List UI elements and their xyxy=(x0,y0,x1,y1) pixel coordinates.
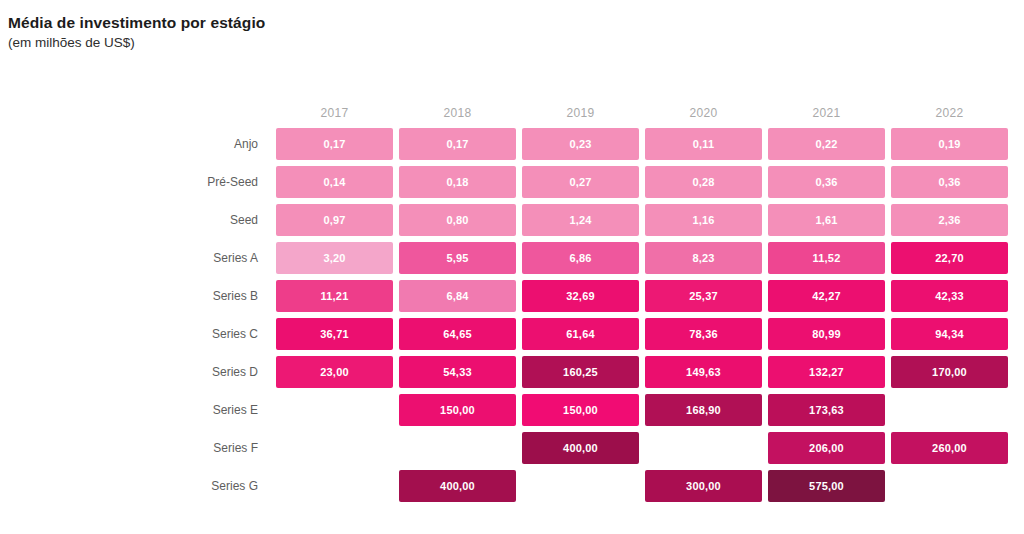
heatmap-grid: 201720182019202020212022Anjo0,170,170,23… xyxy=(0,102,1008,502)
column-header: 2020 xyxy=(645,106,762,122)
heatmap-cell: 0,22 xyxy=(768,128,885,160)
heatmap-cell: 300,00 xyxy=(645,470,762,502)
empty-cell xyxy=(645,432,762,464)
heatmap-cell: 0,97 xyxy=(276,204,393,236)
heatmap-cell: 575,00 xyxy=(768,470,885,502)
heatmap-cell: 0,36 xyxy=(891,166,1008,198)
heatmap-cell: 78,36 xyxy=(645,318,762,350)
heatmap-cell: 132,27 xyxy=(768,356,885,388)
empty-cell xyxy=(891,470,1008,502)
grid-corner xyxy=(0,102,270,122)
heatmap-cell: 0,18 xyxy=(399,166,516,198)
heatmap-cell: 6,86 xyxy=(522,242,639,274)
page-title: Média de investimento por estágio xyxy=(8,14,265,32)
column-header: 2018 xyxy=(399,106,516,122)
empty-cell xyxy=(891,394,1008,426)
heatmap-cell: 0,14 xyxy=(276,166,393,198)
heatmap-cell: 22,70 xyxy=(891,242,1008,274)
column-header: 2021 xyxy=(768,106,885,122)
heatmap-cell: 0,17 xyxy=(276,128,393,160)
heatmap-cell: 11,52 xyxy=(768,242,885,274)
heatmap-cell: 150,00 xyxy=(522,394,639,426)
heatmap-cell: 6,84 xyxy=(399,280,516,312)
row-label: Series D xyxy=(0,356,270,388)
heatmap-cell: 54,33 xyxy=(399,356,516,388)
heatmap-cell: 8,23 xyxy=(645,242,762,274)
empty-cell xyxy=(399,432,516,464)
heatmap-cell: 0,11 xyxy=(645,128,762,160)
heatmap-cell: 64,65 xyxy=(399,318,516,350)
empty-cell xyxy=(276,432,393,464)
row-label: Anjo xyxy=(0,128,270,160)
heatmap-cell: 0,23 xyxy=(522,128,639,160)
empty-cell xyxy=(276,394,393,426)
heatmap-cell: 170,00 xyxy=(891,356,1008,388)
heatmap-cell: 42,33 xyxy=(891,280,1008,312)
empty-cell xyxy=(276,470,393,502)
heatmap-cell: 260,00 xyxy=(891,432,1008,464)
heatmap-page: Média de investimento por estágio (em mi… xyxy=(0,0,1024,534)
heatmap-cell: 400,00 xyxy=(522,432,639,464)
row-label: Pré-Seed xyxy=(0,166,270,198)
heatmap-cell: 173,63 xyxy=(768,394,885,426)
column-header: 2019 xyxy=(522,106,639,122)
heatmap-cell: 5,95 xyxy=(399,242,516,274)
row-label: Series A xyxy=(0,242,270,274)
heatmap-cell: 3,20 xyxy=(276,242,393,274)
heatmap-cell: 0,36 xyxy=(768,166,885,198)
page-subtitle: (em milhões de US$) xyxy=(8,35,265,50)
empty-cell xyxy=(522,470,639,502)
heatmap-cell: 23,00 xyxy=(276,356,393,388)
heatmap-cell: 206,00 xyxy=(768,432,885,464)
heatmap-cell: 0,17 xyxy=(399,128,516,160)
heatmap-cell: 160,25 xyxy=(522,356,639,388)
row-label: Series F xyxy=(0,432,270,464)
heatmap-cell: 80,99 xyxy=(768,318,885,350)
heatmap-cell: 11,21 xyxy=(276,280,393,312)
row-label: Seed xyxy=(0,204,270,236)
heatmap-cell: 25,37 xyxy=(645,280,762,312)
heatmap-cell: 94,34 xyxy=(891,318,1008,350)
heatmap-cell: 2,36 xyxy=(891,204,1008,236)
heatmap-cell: 32,69 xyxy=(522,280,639,312)
row-label: Series B xyxy=(0,280,270,312)
column-header: 2022 xyxy=(891,106,1008,122)
chart-header: Média de investimento por estágio (em mi… xyxy=(8,14,265,50)
heatmap-cell: 1,24 xyxy=(522,204,639,236)
heatmap-cell: 1,16 xyxy=(645,204,762,236)
heatmap-cell: 0,80 xyxy=(399,204,516,236)
heatmap-cell: 1,61 xyxy=(768,204,885,236)
heatmap-cell: 149,63 xyxy=(645,356,762,388)
row-label: Series E xyxy=(0,394,270,426)
heatmap-cell: 42,27 xyxy=(768,280,885,312)
row-label: Series C xyxy=(0,318,270,350)
heatmap-cell: 150,00 xyxy=(399,394,516,426)
heatmap-cell: 0,19 xyxy=(891,128,1008,160)
heatmap-cell: 0,28 xyxy=(645,166,762,198)
heatmap-cell: 400,00 xyxy=(399,470,516,502)
heatmap-cell: 168,90 xyxy=(645,394,762,426)
heatmap-cell: 61,64 xyxy=(522,318,639,350)
heatmap-cell: 0,27 xyxy=(522,166,639,198)
heatmap-cell: 36,71 xyxy=(276,318,393,350)
column-header: 2017 xyxy=(276,106,393,122)
row-label: Series G xyxy=(0,470,270,502)
